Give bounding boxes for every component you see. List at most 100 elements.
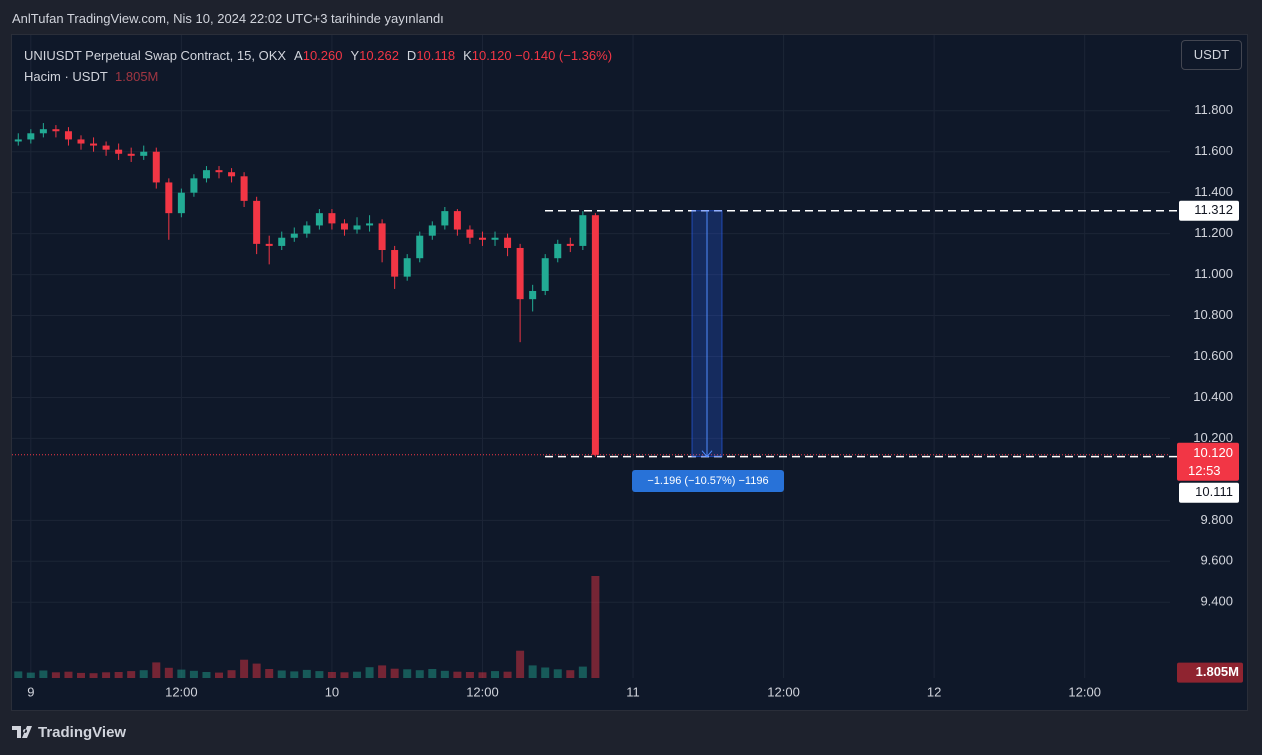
price-line-label: 11.312	[1194, 202, 1233, 217]
volume-bar	[39, 670, 48, 678]
x-tick-label: 12:00	[466, 684, 499, 699]
volume-bar	[51, 672, 60, 678]
volume-bar	[202, 672, 211, 678]
volume-bar	[290, 671, 299, 678]
volume-bar	[390, 668, 399, 678]
candle-body	[177, 192, 185, 214]
ohlc-key: D	[406, 48, 417, 63]
volume-bar	[89, 673, 98, 678]
y-tick-label: 11.000	[1194, 266, 1233, 281]
ohlc-value: 10.262	[359, 48, 399, 63]
currency-button[interactable]: USDT	[1181, 40, 1242, 70]
volume-bar	[127, 671, 136, 678]
candle-body	[366, 223, 374, 226]
candle-body	[453, 211, 461, 230]
volume-bar	[440, 670, 449, 678]
y-tick-label: 9.600	[1200, 553, 1233, 568]
candle-body	[228, 172, 236, 177]
y-tick-label: 9.400	[1200, 594, 1233, 609]
x-tick-label: 9	[27, 684, 34, 699]
candle-body	[90, 143, 98, 146]
measure-arrowhead	[701, 450, 713, 458]
volume-bar	[528, 665, 537, 678]
candle-body	[77, 139, 85, 144]
volume-legend: Hacim · USDT 1.805M	[24, 66, 612, 87]
volume-bar	[302, 669, 311, 678]
candle-body	[353, 225, 361, 230]
volume-bar	[453, 671, 462, 678]
candle-body	[27, 133, 35, 140]
candle-body	[328, 213, 336, 224]
volume-bar	[553, 669, 562, 678]
candle-body	[14, 139, 22, 142]
candle-body	[303, 225, 311, 234]
volume-bar	[503, 671, 512, 678]
y-tick-label: 11.400	[1194, 184, 1233, 199]
candle-body	[290, 233, 298, 238]
volume-bar	[265, 669, 274, 678]
candle-body	[504, 237, 512, 248]
volume-bar	[114, 672, 123, 678]
volume-bar	[215, 672, 224, 678]
legend: UNIUSDT Perpetual Swap Contract, 15, OKX…	[24, 45, 612, 87]
measure-label: −1.196 (−10.57%) −1196	[647, 475, 768, 487]
measure-label-bg	[632, 470, 784, 492]
volume-bar	[378, 665, 387, 678]
candle-body	[127, 153, 135, 156]
candle-body	[140, 151, 148, 156]
ohlc-key: A	[294, 48, 303, 63]
candle-body	[115, 149, 123, 154]
candle-body	[265, 243, 273, 246]
price-legend: UNIUSDT Perpetual Swap Contract, 15, OKX…	[24, 45, 612, 66]
x-tick-label: 12:00	[165, 684, 198, 699]
volume-bar	[227, 670, 236, 678]
y-tick-label: 11.600	[1194, 143, 1233, 158]
candle-body	[378, 223, 386, 251]
candle-body	[441, 211, 449, 226]
ohlc: A10.260 Y10.262 D10.118 K10.120	[286, 48, 512, 63]
x-tick-label: 12	[927, 684, 941, 699]
logo-icon	[12, 725, 34, 738]
volume-bar	[177, 669, 186, 678]
y-tick-label: 10.200	[1193, 430, 1233, 445]
volume-bar	[64, 671, 73, 678]
volume-bar	[340, 672, 349, 678]
chart-frame	[11, 34, 1248, 711]
ohlc-key: Y	[350, 48, 360, 63]
candle-body	[541, 258, 549, 291]
price-line-label: 10.111	[1195, 484, 1233, 499]
y-tick-label: 10.400	[1193, 389, 1233, 404]
volume-title: Hacim · USDT	[24, 69, 108, 84]
volume-bar	[478, 672, 487, 678]
volume-bar	[353, 671, 362, 678]
volume-bar	[541, 667, 550, 678]
ohlc-value: 10.260	[302, 48, 343, 63]
candle-body	[478, 237, 486, 240]
ohlc-value: 10.120	[471, 48, 512, 63]
candle-body	[215, 170, 223, 173]
volume-bar	[152, 662, 161, 678]
candle-body	[52, 129, 60, 132]
candle-body	[315, 213, 323, 226]
volume-bar	[102, 672, 111, 678]
volume-bar	[566, 670, 575, 678]
candle-body	[202, 170, 210, 179]
volume-bar	[277, 670, 286, 678]
volume-bar	[516, 650, 525, 678]
candle-body	[340, 223, 348, 230]
candle-body	[529, 290, 537, 300]
last-price-label-bg	[1177, 442, 1239, 481]
volume-bar	[365, 667, 374, 678]
candle-body	[39, 129, 47, 134]
candle-body	[190, 178, 198, 193]
candle-body	[566, 243, 574, 246]
candle-body	[554, 243, 562, 259]
last-price-label: 10.120	[1193, 445, 1233, 460]
x-tick-label: 11	[626, 684, 640, 699]
footer-logo: TradingView	[12, 724, 126, 741]
volume-bar	[578, 666, 587, 678]
y-tick-label: 11.200	[1194, 225, 1233, 240]
candle-body	[403, 258, 411, 277]
y-tick-label: 9.800	[1200, 512, 1233, 527]
candle-body	[165, 182, 173, 214]
